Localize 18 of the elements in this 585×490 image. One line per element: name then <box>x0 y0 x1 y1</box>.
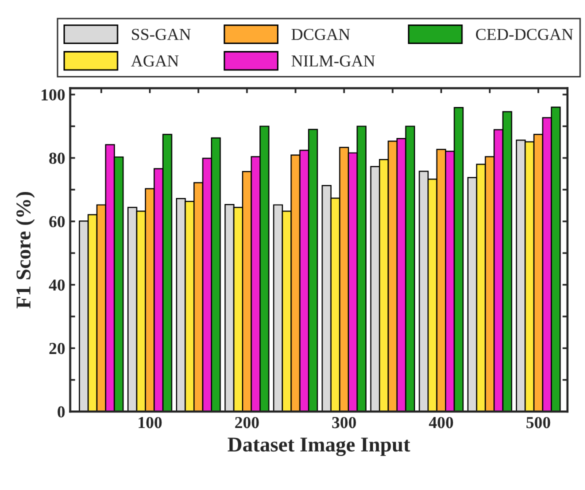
legend-label: DCGAN <box>292 28 350 40</box>
x-tick-label: 300 <box>332 416 356 428</box>
legend-label: SS-GAN <box>132 28 191 40</box>
x-axis-title: Dataset Image Input <box>228 438 410 456</box>
y-tick-label: 80 <box>49 152 65 164</box>
legend-label: NILM-GAN <box>292 55 375 67</box>
y-tick-label: 20 <box>49 342 65 354</box>
x-tick-label: 200 <box>235 416 259 428</box>
legend-label: CED-DCGAN <box>476 28 574 40</box>
y-axis-title: F1 Score (%) <box>16 192 35 308</box>
x-tick-label: 100 <box>138 416 162 428</box>
y-tick-label: 60 <box>49 216 65 228</box>
y-tick-label: 40 <box>48 279 65 291</box>
x-tick-label: 400 <box>428 416 454 428</box>
y-tick-label: 0 <box>58 406 65 418</box>
legend-label: AGAN <box>131 55 179 67</box>
y-tick-label: 100 <box>42 89 65 100</box>
x-tick-label: 500 <box>526 416 550 428</box>
